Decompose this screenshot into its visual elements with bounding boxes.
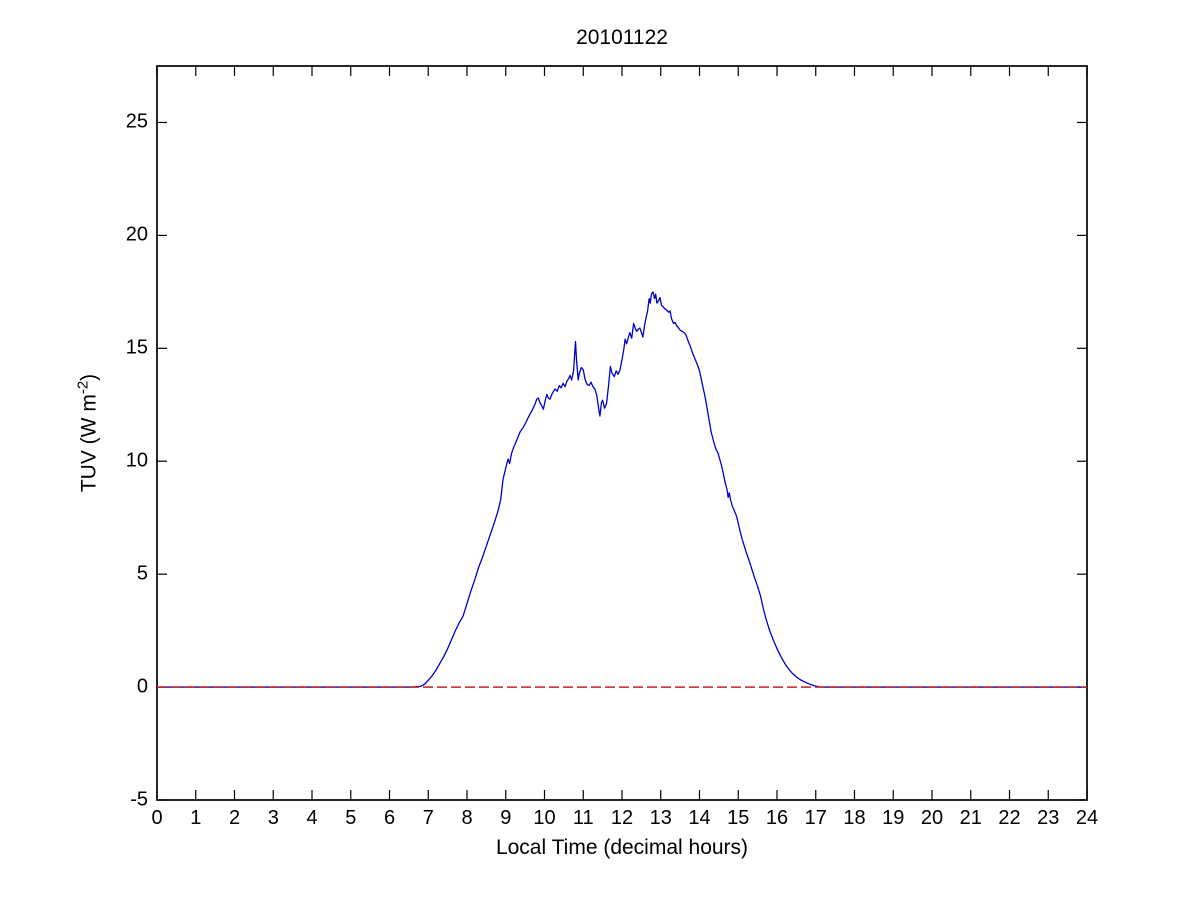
x-tick-label: 7 <box>422 807 434 829</box>
x-tick-label: 20 <box>920 807 944 829</box>
x-tick-label: 3 <box>267 807 279 829</box>
x-tick-label: 23 <box>1037 807 1060 829</box>
x-tick-label: 19 <box>882 807 905 829</box>
x-tick-label: 17 <box>804 807 827 829</box>
y-tick-label: 10 <box>125 449 148 472</box>
y-tick-label: 15 <box>125 336 148 359</box>
series-tuv-irradiance <box>157 291 1087 688</box>
x-tick-label: 12 <box>610 807 634 829</box>
x-tick-label: 8 <box>461 807 473 829</box>
y-tick-label: 25 <box>125 110 148 133</box>
x-tick-label: 6 <box>383 807 396 829</box>
x-tick-label: 1 <box>190 807 202 829</box>
x-tick-label: 11 <box>572 807 594 829</box>
x-tick-label: 14 <box>688 807 711 829</box>
y-tick-label: -5 <box>130 788 148 811</box>
y-tick-label: 20 <box>125 223 148 246</box>
chart-title: 20101122 <box>576 26 668 49</box>
y-axis-label: TUV (W m-2) <box>75 374 102 492</box>
y-axis-label-prefix: TUV (W m <box>77 394 101 493</box>
x-tick-label: 16 <box>765 807 789 829</box>
y-axis-label-suffix: ) <box>77 373 101 381</box>
axes-box <box>156 65 1088 801</box>
x-tick-label: 2 <box>228 807 241 829</box>
y-axis-label-superscript: -2 <box>74 380 92 395</box>
y-tick-label: 0 <box>136 675 148 698</box>
x-tick-label: 24 <box>1075 807 1099 829</box>
x-tick-label: 9 <box>500 807 512 829</box>
x-tick-label: 18 <box>843 807 866 829</box>
x-tick-label: 13 <box>649 807 672 829</box>
y-tick-label: 5 <box>136 562 148 585</box>
x-tick-label: 4 <box>306 807 318 829</box>
x-tick-label: 15 <box>727 807 750 829</box>
x-tick-label: 5 <box>345 807 357 829</box>
x-tick-label: 22 <box>998 807 1021 829</box>
x-axis-label: Local Time (decimal hours) <box>495 836 749 859</box>
x-tick-label: 0 <box>151 807 163 829</box>
x-tick-label: 21 <box>959 807 982 829</box>
x-tick-label: 10 <box>533 807 556 829</box>
